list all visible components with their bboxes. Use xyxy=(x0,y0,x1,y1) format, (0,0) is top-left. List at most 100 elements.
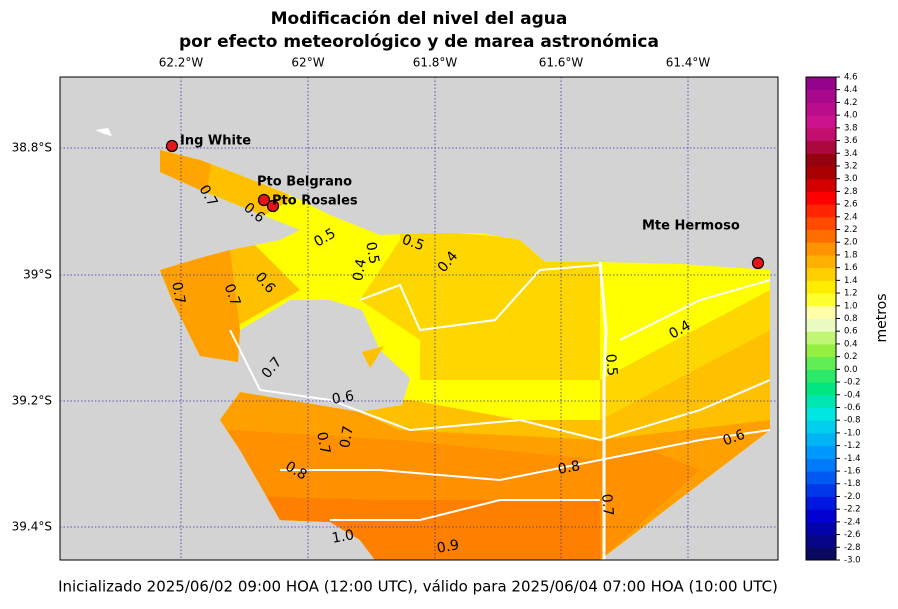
colorbar-tick-label: -1.0 xyxy=(844,428,861,438)
colorbar-segment xyxy=(806,165,836,180)
colorbar-segment xyxy=(806,216,836,231)
colorbar-tick-label: -3.0 xyxy=(844,556,861,566)
colorbar-segment xyxy=(806,483,836,497)
colorbar-tick-label: -2.0 xyxy=(844,492,861,502)
colorbar-segment xyxy=(806,267,836,281)
colorbar-segment xyxy=(806,432,836,447)
colorbar-tick-label: 2.2 xyxy=(844,225,858,235)
contour-label: 0.6 xyxy=(331,388,356,408)
colorbar-segment xyxy=(806,102,836,116)
colorbar-segment xyxy=(806,496,836,510)
colorbar-tick-label: -2.6 xyxy=(844,530,861,540)
station-marker xyxy=(257,193,271,207)
colorbar-segment xyxy=(806,534,836,548)
colorbar-tick-label: 3.2 xyxy=(844,161,858,171)
colorbar: -3.0 -2.8 -2.6 -2.4 -2.2 -2.0 -1.8 -1.6 -1.4 -1.2… xyxy=(805,73,861,566)
colorbar-tick-label: 1.4 xyxy=(844,276,858,286)
contour-label: 0.7 xyxy=(221,282,244,308)
colorbar-tick-label: -1.6 xyxy=(844,467,861,477)
colorbar-tick-label: 0.8 xyxy=(844,314,858,324)
colorbar-tick-label: 0.4 xyxy=(844,339,858,349)
station-label: Pto Rosales xyxy=(272,194,358,209)
station-marker xyxy=(165,139,179,153)
map-frame xyxy=(59,76,779,561)
colorbar-tick-label: 3.8 xyxy=(844,123,858,133)
colorbar-segment xyxy=(806,178,836,192)
colorbar-segment xyxy=(806,471,836,485)
lat-label: 39°S xyxy=(23,268,52,282)
colorbar-tick-label: 2.6 xyxy=(844,200,858,210)
colorbar-tick-label: 0.0 xyxy=(844,365,858,375)
colorbar-tick-label: 0.6 xyxy=(844,327,858,337)
colorbar-tick-label: -2.4 xyxy=(844,517,861,527)
colorbar-segment xyxy=(806,445,836,459)
colorbar-segment xyxy=(806,204,836,218)
colorbar-tick-label: -2.8 xyxy=(844,543,861,553)
colorbar-segment xyxy=(806,242,836,256)
colorbar-tick-label: 4.2 xyxy=(844,98,858,108)
colorbar-segment xyxy=(806,89,836,103)
colorbar-tick-label: -1.8 xyxy=(844,479,861,489)
colorbar-segment xyxy=(806,547,836,561)
colorbar-tick-label: -0.2 xyxy=(844,378,861,388)
contour-lines xyxy=(229,261,771,560)
colorbar-segment xyxy=(806,420,836,434)
colorbar-tick-label: 1.2 xyxy=(844,289,858,299)
lat-label: 39.4°S xyxy=(12,520,52,534)
colorbar-tick-label: -0.4 xyxy=(844,390,861,400)
colorbar-tick-label: 3.4 xyxy=(844,149,858,159)
station-marker xyxy=(751,256,765,270)
lon-label: 61.8°W xyxy=(413,56,458,70)
colorbar-tick-label: 4.0 xyxy=(844,111,858,121)
colorbar-segment xyxy=(806,382,836,396)
station-label: Ing White xyxy=(180,134,251,149)
colorbar-tick-label: 1.0 xyxy=(844,301,858,311)
lon-label: 62°W xyxy=(291,56,324,70)
contour-label: 0.7 xyxy=(337,425,357,450)
title: Modificación del nivel del agua xyxy=(271,9,568,29)
contour-label: 0.7 xyxy=(168,281,188,306)
colorbar-segment xyxy=(806,293,836,307)
colorbar-segment xyxy=(806,458,836,472)
contour-label: 0.7 xyxy=(313,431,333,456)
colorbar-tick-label: -0.6 xyxy=(844,403,861,413)
colorbar-segment xyxy=(806,115,836,129)
colorbar-segment xyxy=(806,394,836,408)
colorbar-segment xyxy=(806,407,836,421)
colorbar-tick-label: 3.0 xyxy=(844,174,858,184)
colorbar-tick-label: -1.4 xyxy=(844,454,861,464)
station-marker xyxy=(266,199,280,213)
colorbar-segment xyxy=(806,318,836,332)
colorbar-segment xyxy=(806,509,836,523)
contour-label: 0.7 xyxy=(598,493,616,517)
colorbar-segment xyxy=(806,191,836,205)
colorbar-tick-label: 2.0 xyxy=(844,238,858,248)
colorbar-segment xyxy=(806,356,836,370)
contour-label: 0.4 xyxy=(350,258,370,283)
colorbar-segment xyxy=(806,127,836,142)
colorbar-tick-label: -1.2 xyxy=(844,441,861,451)
colorbar-tick-label: 4.4 xyxy=(844,85,858,95)
colorbar-segment xyxy=(806,369,836,383)
colorbar-tick-label: -0.8 xyxy=(844,416,861,426)
contour-label: 0.6 xyxy=(721,427,747,450)
lat-label: 38.8°S xyxy=(12,141,52,155)
lat-label: 39.2°S xyxy=(12,394,52,408)
lon-label: 61.4°W xyxy=(666,56,711,70)
land-patch xyxy=(362,346,384,368)
colorbar-tick-label: 0.2 xyxy=(844,352,858,362)
contour-label: 0.8 xyxy=(557,458,582,478)
contour-label: 0.5 xyxy=(602,353,620,377)
station-label: Pto Belgrano xyxy=(257,175,352,190)
lon-label: 62.2°W xyxy=(159,56,204,70)
colorbar-label: metros xyxy=(874,293,890,342)
contour-label: 0.9 xyxy=(436,537,461,557)
colorbar-segment xyxy=(806,77,836,91)
colorbar-tick-label: 1.8 xyxy=(844,250,858,260)
land-patch xyxy=(95,128,112,136)
colorbar-segment xyxy=(806,153,836,167)
contour-label: 1.0 xyxy=(331,527,356,547)
colorbar-segment xyxy=(806,229,836,243)
colorbar-segment xyxy=(806,254,836,269)
